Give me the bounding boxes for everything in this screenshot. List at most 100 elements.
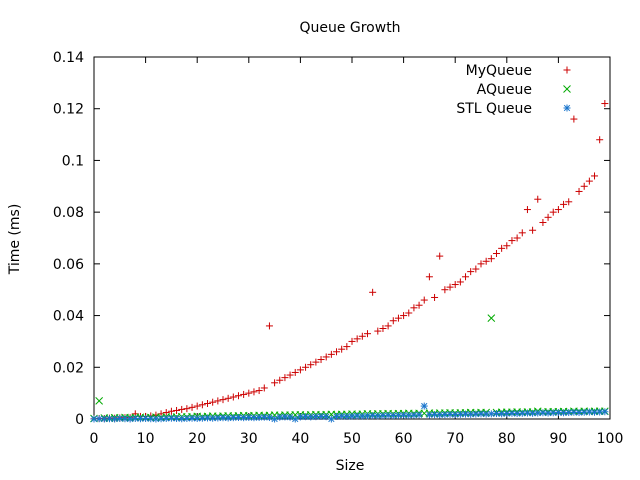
data-point (477, 410, 485, 418)
data-point (265, 413, 273, 421)
y-axis-title: Time (ms) (7, 204, 23, 276)
data-point (467, 268, 475, 276)
y-tick-label: 0 (75, 412, 84, 428)
data-point (286, 371, 294, 379)
legend-marker (563, 66, 571, 74)
data-point (234, 392, 242, 400)
data-point (441, 411, 449, 419)
data-point (534, 409, 542, 417)
data-point (198, 401, 206, 409)
data-point (183, 405, 191, 413)
data-point (121, 415, 129, 423)
data-point (353, 335, 361, 343)
data-point (95, 397, 104, 405)
data-point (291, 368, 299, 376)
data-point (431, 293, 439, 301)
data-point (183, 414, 191, 422)
data-point (116, 414, 124, 422)
data-point (384, 322, 392, 330)
data-point (379, 325, 387, 332)
data-point (487, 314, 496, 323)
data-point (580, 408, 588, 416)
data-point (358, 412, 366, 420)
y-tick-label: 0.12 (53, 102, 84, 118)
data-point (126, 415, 134, 423)
data-point (389, 317, 397, 325)
series-stl-queue (90, 402, 609, 423)
data-point (260, 413, 268, 421)
data-point (529, 226, 537, 234)
data-point (348, 337, 356, 345)
data-point (462, 273, 470, 281)
data-point (312, 413, 320, 421)
data-point (157, 415, 165, 423)
data-point (529, 409, 537, 417)
data-point (302, 413, 310, 421)
data-point (374, 412, 382, 420)
data-point (544, 213, 552, 221)
data-point (209, 398, 217, 406)
data-point (188, 403, 196, 411)
data-point (405, 309, 413, 317)
data-point (441, 286, 449, 294)
data-point (560, 200, 568, 208)
data-point (219, 396, 227, 404)
data-point (209, 414, 217, 422)
data-point (369, 288, 377, 296)
plot-frame (93, 56, 611, 420)
data-point (343, 343, 351, 351)
legend-marker (563, 104, 571, 112)
data-point (167, 407, 175, 415)
data-point (436, 252, 444, 260)
data-point (585, 408, 593, 416)
data-point (482, 257, 490, 265)
x-tick-label: 50 (343, 431, 361, 447)
x-axis-title: Size (336, 458, 365, 474)
data-point (302, 363, 310, 371)
data-point (451, 281, 459, 289)
data-point (240, 390, 248, 398)
data-point (513, 234, 521, 242)
x-tick-label: 80 (498, 431, 516, 447)
data-point (436, 411, 444, 419)
x-tick-label: 60 (395, 431, 413, 447)
legend-label: AQueue (477, 82, 532, 98)
y-tick-label: 0.08 (53, 205, 84, 221)
data-point (410, 411, 418, 419)
data-point (363, 330, 371, 338)
y-tick-label: 0.1 (62, 153, 84, 169)
data-point (214, 397, 222, 405)
chart-title: Queue Growth (299, 20, 400, 36)
legend-label: MyQueue (466, 63, 532, 79)
data-point (415, 301, 423, 309)
data-point (477, 260, 485, 268)
data-point (312, 358, 320, 366)
data-point (317, 356, 325, 364)
x-tick-label: 0 (90, 431, 99, 447)
data-point (204, 399, 212, 407)
data-point (193, 402, 201, 410)
data-point (338, 345, 346, 353)
data-point (431, 411, 439, 419)
data-point (498, 244, 506, 252)
x-tick-label: 10 (137, 431, 155, 447)
data-point (565, 198, 573, 206)
y-tick-label: 0.02 (53, 360, 84, 376)
data-point (539, 218, 547, 226)
data-point (585, 177, 593, 185)
data-point (173, 406, 181, 414)
data-point (338, 412, 346, 420)
data-point (425, 273, 433, 281)
series-aqueue (90, 314, 609, 423)
data-point (410, 304, 418, 312)
data-point (400, 312, 408, 320)
data-point (111, 415, 119, 423)
data-point (307, 361, 315, 369)
y-tick-label: 0.04 (53, 309, 84, 325)
x-tick-label: 70 (446, 431, 464, 447)
x-tick-label: 30 (240, 431, 258, 447)
data-point (173, 414, 181, 422)
data-point (260, 384, 268, 392)
data-point (565, 409, 573, 417)
